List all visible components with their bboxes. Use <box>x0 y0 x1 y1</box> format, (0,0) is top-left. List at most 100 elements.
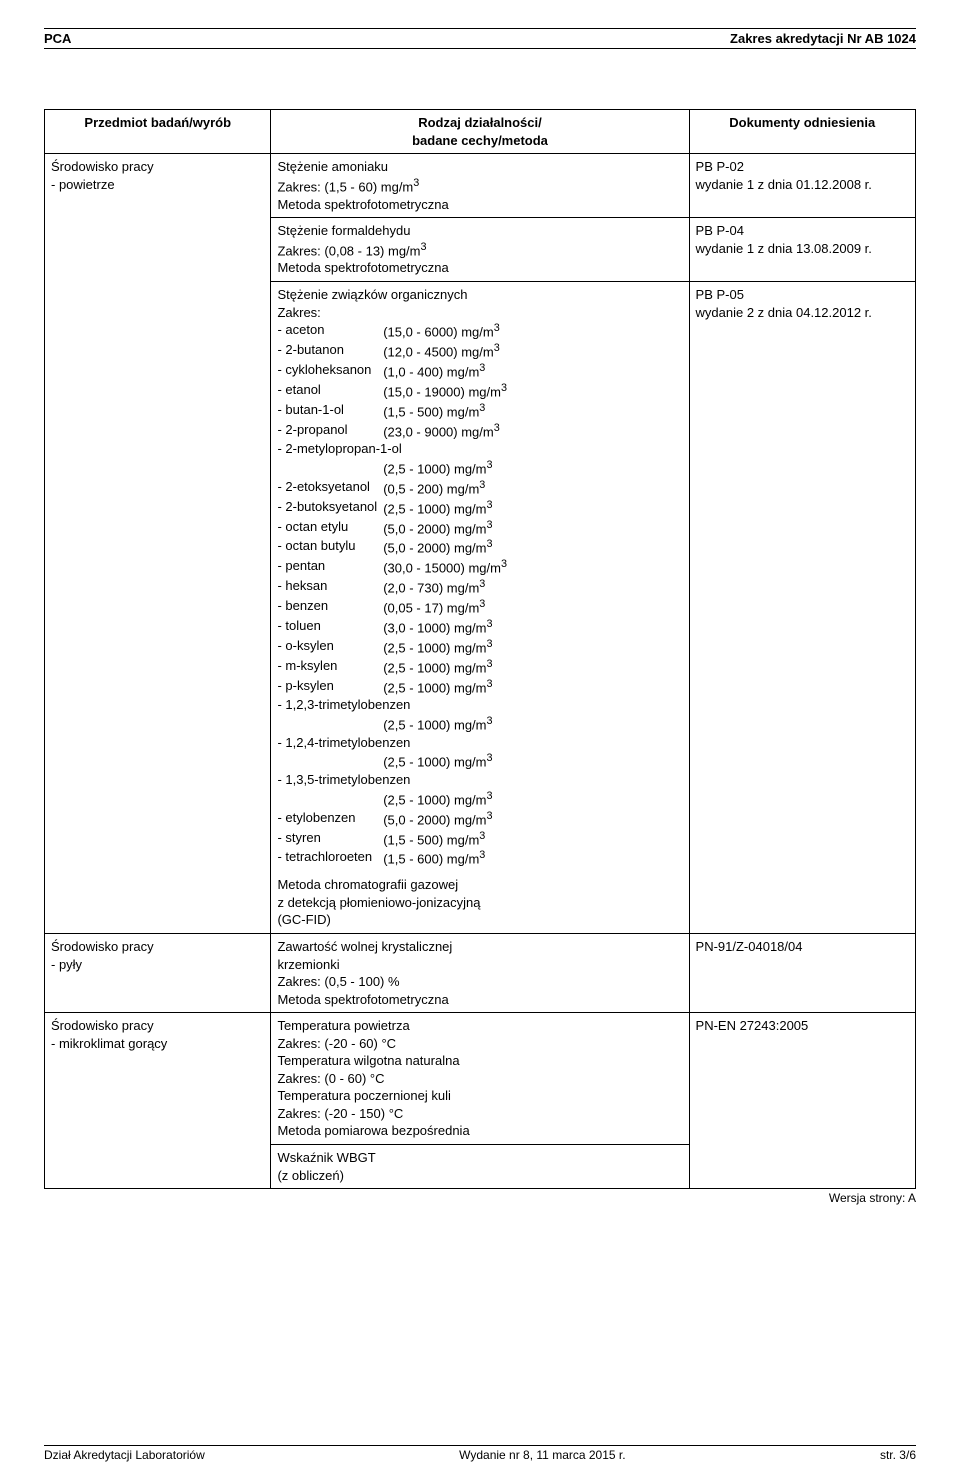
compound-name: - 1,2,3-trimetylobenzen <box>277 696 682 714</box>
method-text: Zakres: (0 - 60) °C <box>277 1071 384 1086</box>
method-text: Stężenie formaldehydu <box>277 223 410 238</box>
table-row: Środowisko pracy - pyły Zawartość wolnej… <box>45 933 916 1012</box>
compound-value: (0,05 - 17) mg/m3 <box>383 597 682 617</box>
method-text: z detekcją płomieniowo-jonizacyjną <box>277 895 480 910</box>
subject-l2: - mikroklimat gorący <box>51 1036 167 1051</box>
compound-value: (5,0 - 2000) mg/m3 <box>383 518 682 538</box>
method-text: krzemionki <box>277 957 339 972</box>
method-text: Stężenie amoniaku <box>277 159 388 174</box>
method-text: Metoda spektrofotometryczna <box>277 260 448 275</box>
th-subject: Przedmiot badań/wyrób <box>45 110 271 154</box>
th-method-l2: badane cechy/metoda <box>412 133 548 148</box>
footer-center: Wydanie nr 8, 11 marca 2015 r. <box>459 1448 625 1462</box>
method-text: Metoda chromatografii gazowej <box>277 877 458 892</box>
footer-rule <box>44 1445 916 1446</box>
compound-value: (3,0 - 1000) mg/m3 <box>383 617 682 637</box>
cell-ref: PB P-04 wydanie 1 z dnia 13.08.2009 r. <box>689 218 915 282</box>
subject-l2: - pyły <box>51 957 82 972</box>
compound-name: - toluen <box>277 617 377 637</box>
th-method-l1: Rodzaj działalności/ <box>418 115 542 130</box>
subject-l1: Środowisko pracy <box>51 159 154 174</box>
compound-name: - 2-metylopropan-1-ol <box>277 440 682 458</box>
cell-ref: PN-EN 27243:2005 <box>689 1013 915 1189</box>
method-text: Zakres: (0,5 - 100) % <box>277 974 399 989</box>
compound-name: - o-ksylen <box>277 637 377 657</box>
compound-name: - octan butylu <box>277 537 377 557</box>
cell-subject: Środowisko pracy - pyły <box>45 933 271 1012</box>
cell-ref: PB P-02 wydanie 1 z dnia 01.12.2008 r. <box>689 154 915 218</box>
compound-name: - 2-butoksyetanol <box>277 498 377 518</box>
compound-blank <box>277 714 377 734</box>
accreditation-table: Przedmiot badań/wyrób Rodzaj działalnośc… <box>44 109 916 1189</box>
compound-value: (5,0 - 2000) mg/m3 <box>383 537 682 557</box>
th-method: Rodzaj działalności/ badane cechy/metoda <box>271 110 689 154</box>
table-row: Środowisko pracy - mikroklimat gorący Te… <box>45 1013 916 1145</box>
compound-name: - 1,2,4-trimetylobenzen <box>277 734 682 752</box>
cell-method: Temperatura powietrza Zakres: (-20 - 60)… <box>271 1013 689 1145</box>
compound-blank <box>277 458 377 478</box>
compound-name: - 1,3,5-trimetylobenzen <box>277 771 682 789</box>
header-right: Zakres akredytacji Nr AB 1024 <box>730 31 916 46</box>
cell-subject: Środowisko pracy - mikroklimat gorący <box>45 1013 271 1189</box>
cell-subject: Środowisko pracy - powietrze <box>45 154 271 934</box>
compound-name: - cykloheksanon <box>277 361 377 381</box>
method-text: Zakres: (-20 - 150) °C <box>277 1106 403 1121</box>
compound-name: - tetrachloroeten <box>277 848 377 868</box>
footer-left: Dział Akredytacji Laboratoriów <box>44 1448 205 1462</box>
compound-value: (2,5 - 1000) mg/m3 <box>383 458 682 478</box>
ref-text: wydanie 1 z dnia 01.12.2008 r. <box>696 177 872 192</box>
subject-l1: Środowisko pracy <box>51 939 154 954</box>
compound-name: - p-ksylen <box>277 677 377 697</box>
compound-value: (2,5 - 1000) mg/m3 <box>383 751 682 771</box>
compound-value: (2,5 - 1000) mg/m3 <box>383 637 682 657</box>
method-text: Zakres: <box>277 305 320 320</box>
compound-name: - heksan <box>277 577 377 597</box>
ref-text: wydanie 1 z dnia 13.08.2009 r. <box>696 241 872 256</box>
header-left: PCA <box>44 31 71 46</box>
ref-text: PN-91/Z-04018/04 <box>696 939 803 954</box>
compound-name: - 2-etoksyetanol <box>277 478 377 498</box>
page: PCA Zakres akredytacji Nr AB 1024 Przedm… <box>0 0 960 1482</box>
ref-text: PN-EN 27243:2005 <box>696 1018 809 1033</box>
compound-name: - 2-propanol <box>277 421 377 441</box>
compound-blank <box>277 789 377 809</box>
cell-method: Stężenie amoniaku Zakres: (1,5 - 60) mg/… <box>271 154 689 218</box>
cell-method: Wskaźnik WBGT (z obliczeń) <box>271 1144 689 1188</box>
method-text: Metoda spektrofotometryczna <box>277 197 448 212</box>
method-text: (GC-FID) <box>277 912 330 927</box>
compound-value: (2,5 - 1000) mg/m3 <box>383 714 682 734</box>
cell-method: Stężenie formaldehydu Zakres: (0,08 - 13… <box>271 218 689 282</box>
method-text: Wskaźnik WBGT <box>277 1150 375 1165</box>
compound-value: (1,0 - 400) mg/m3 <box>383 361 682 381</box>
compound-value: (2,5 - 1000) mg/m3 <box>383 677 682 697</box>
method-text: Zakres: (1,5 - 60) mg/m <box>277 179 413 194</box>
compound-value: (0,5 - 200) mg/m3 <box>383 478 682 498</box>
compound-value: (2,5 - 1000) mg/m3 <box>383 498 682 518</box>
cell-ref: PB P-05 wydanie 2 z dnia 04.12.2012 r. <box>689 282 915 934</box>
sup: 3 <box>421 241 427 253</box>
compound-name: - aceton <box>277 321 377 341</box>
method-text: (z obliczeń) <box>277 1168 343 1183</box>
compound-list: - aceton(15,0 - 6000) mg/m3- 2-butanon(1… <box>277 321 682 868</box>
ref-text: PB P-02 <box>696 159 744 174</box>
compound-name: - pentan <box>277 557 377 577</box>
ref-text: PB P-04 <box>696 223 744 238</box>
page-header: PCA Zakres akredytacji Nr AB 1024 <box>44 31 916 48</box>
compound-name: - etanol <box>277 381 377 401</box>
compound-value: (1,5 - 600) mg/m3 <box>383 848 682 868</box>
ref-text: wydanie 2 z dnia 04.12.2012 r. <box>696 305 872 320</box>
compound-value: (1,5 - 500) mg/m3 <box>383 401 682 421</box>
compound-name: - butan-1-ol <box>277 401 377 421</box>
cell-method-compounds: Stężenie związków organicznych Zakres: -… <box>271 282 689 934</box>
subject-l1: Środowisko pracy <box>51 1018 154 1033</box>
compound-value: (12,0 - 4500) mg/m3 <box>383 341 682 361</box>
method-text: Zawartość wolnej krystalicznej <box>277 939 452 954</box>
compound-name: - benzen <box>277 597 377 617</box>
method-text: Metoda spektrofotometryczna <box>277 992 448 1007</box>
table-row: Środowisko pracy - powietrze Stężenie am… <box>45 154 916 218</box>
compound-value: (5,0 - 2000) mg/m3 <box>383 809 682 829</box>
compound-name: - m-ksylen <box>277 657 377 677</box>
compound-name: - etylobenzen <box>277 809 377 829</box>
compound-name: - styren <box>277 829 377 849</box>
compound-value: (30,0 - 15000) mg/m3 <box>383 557 682 577</box>
